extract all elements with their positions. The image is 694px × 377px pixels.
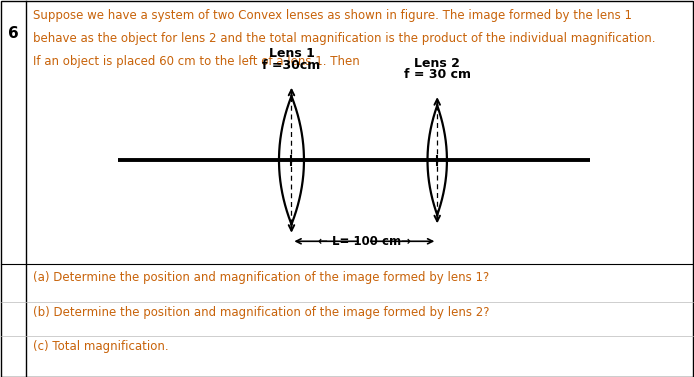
Text: (b) Determine the position and magnification of the image formed by lens 2?: (b) Determine the position and magnifica… (33, 306, 490, 319)
Text: ← L= 100 cm→: ← L= 100 cm→ (318, 235, 411, 248)
Text: (c) Total magnification.: (c) Total magnification. (33, 340, 169, 353)
Text: (a) Determine the position and magnification of the image formed by lens 1?: (a) Determine the position and magnifica… (33, 271, 489, 284)
Text: 6: 6 (8, 26, 19, 41)
Text: f = 30 cm: f = 30 cm (404, 68, 471, 81)
Text: If an object is placed 60 cm to the left of a lens 1. Then: If an object is placed 60 cm to the left… (33, 55, 360, 67)
Text: Suppose we have a system of two Convex lenses as shown in figure. The image form: Suppose we have a system of two Convex l… (33, 9, 632, 22)
Text: Lens 1: Lens 1 (269, 48, 314, 60)
Text: f =30cm: f =30cm (262, 59, 321, 72)
Text: Lens 2: Lens 2 (414, 57, 460, 70)
Text: behave as the object for lens 2 and the total magnification is the product of th: behave as the object for lens 2 and the … (33, 32, 656, 45)
